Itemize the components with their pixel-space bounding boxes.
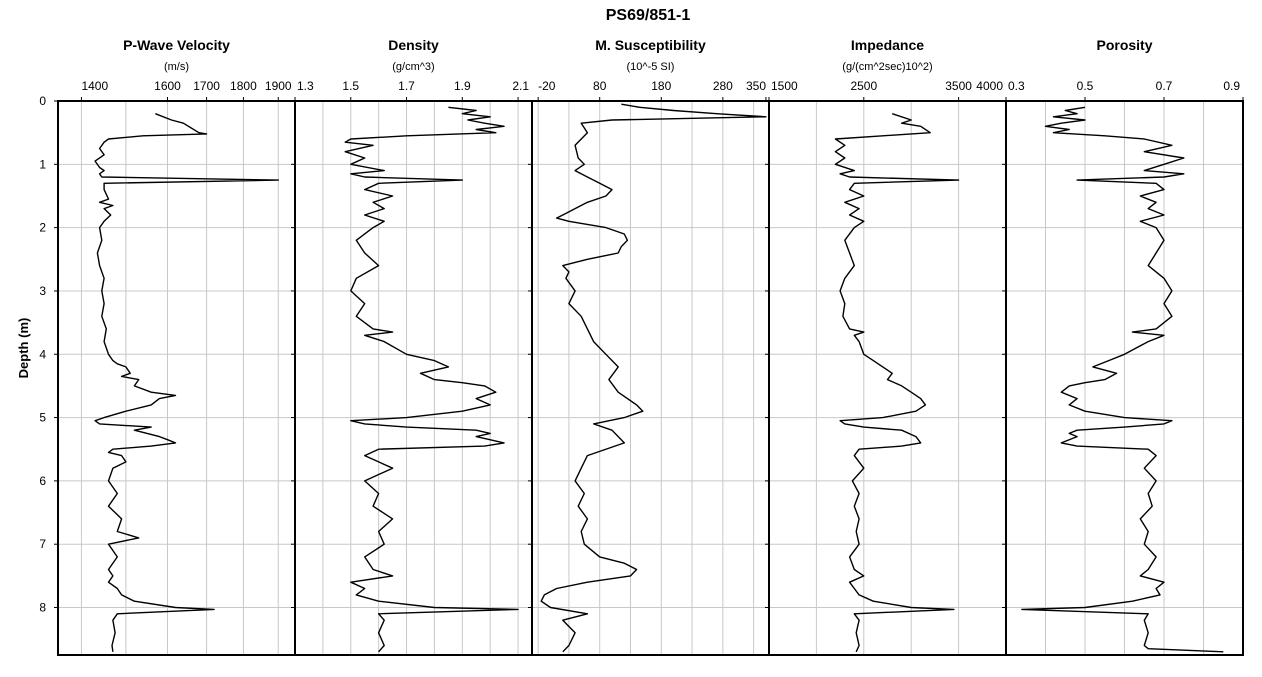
m-susceptibility-unit: (10^-5 SI) bbox=[627, 61, 675, 73]
density-x-tick-label: 1.9 bbox=[454, 79, 471, 93]
y-tick-label: 7 bbox=[39, 537, 46, 551]
p-wave-velocity-x-tick-label: 1800 bbox=[230, 79, 257, 93]
m-susceptibility-curve bbox=[540, 103, 767, 653]
density-unit: (g/cm^3) bbox=[392, 61, 434, 73]
y-axis: 0 1 2 3 4 5 6 7 8 bbox=[39, 94, 46, 615]
porosity-curve bbox=[1021, 106, 1224, 653]
m-susceptibility-x-tick-label: 350 bbox=[746, 79, 766, 93]
panel-m-susceptibility: M. Susceptibility (10^-5 SI) -20 80 180 280 35… bbox=[528, 37, 770, 656]
impedance-x-tick-label: 3500 bbox=[945, 79, 972, 93]
impedance-unit: (g/(cm^2sec)10^2) bbox=[842, 61, 932, 73]
porosity-x-tick-label: 0.3 bbox=[1008, 79, 1025, 93]
panel-p-wave-velocity: P-Wave Velocity (m/s) 1400 1600 1700 1800 1900 bbox=[54, 37, 296, 656]
p-wave-velocity-curve bbox=[94, 113, 279, 652]
y-tick-label: 2 bbox=[39, 221, 46, 235]
impedance-curve bbox=[834, 113, 960, 653]
porosity-x-tick-label: 0.7 bbox=[1156, 79, 1173, 93]
porosity-x-tick-label: 0.5 bbox=[1077, 79, 1094, 93]
y-tick-label: 1 bbox=[39, 157, 46, 171]
impedance-frame bbox=[768, 100, 1007, 656]
m-susceptibility-x-tick-label: -20 bbox=[538, 79, 556, 93]
m-susceptibility-x-tick-label: 280 bbox=[713, 79, 733, 93]
y-axis-label: Depth (m) bbox=[16, 318, 31, 379]
impedance-x-tick-label: 1500 bbox=[771, 79, 798, 93]
density-x-tick-label: 2.1 bbox=[512, 79, 529, 93]
m-susceptibility-x-tick-label: 80 bbox=[593, 79, 607, 93]
y-tick-label: 8 bbox=[39, 601, 46, 615]
density-x-tick-label: 1.5 bbox=[342, 79, 359, 93]
p-wave-velocity-frame bbox=[57, 100, 296, 656]
porosity-frame bbox=[1005, 100, 1244, 656]
p-wave-velocity-x-tick-label: 1700 bbox=[193, 79, 220, 93]
y-tick-label: 5 bbox=[39, 411, 46, 425]
m-susceptibility-frame bbox=[531, 100, 770, 656]
density-curve bbox=[344, 106, 519, 653]
p-wave-velocity-x-tick-label: 1900 bbox=[265, 79, 292, 93]
m-susceptibility-title: M. Susceptibility bbox=[595, 37, 706, 53]
panels-layer: P-Wave Velocity(m/s)1400 1600 1700 1800 1900… bbox=[39, 37, 1244, 656]
p-wave-velocity-unit: (m/s) bbox=[164, 61, 189, 73]
m-susceptibility-x-tick-label: 180 bbox=[651, 79, 671, 93]
porosity-x-tick-label: 0.9 bbox=[1223, 79, 1240, 93]
impedance-title: Impedance bbox=[851, 37, 924, 53]
panel-impedance: Impedance (g/(cm^2sec)10^2) 1500 2500 3500 40… bbox=[765, 37, 1007, 656]
porosity-title: Porosity bbox=[1096, 37, 1152, 53]
y-tick-label: 0 bbox=[39, 94, 46, 108]
p-wave-velocity-title: P-Wave Velocity bbox=[123, 37, 230, 53]
chart-title: PS69/851-1 bbox=[606, 7, 691, 24]
density-x-tick-label: 1.3 bbox=[297, 79, 314, 93]
density-x-tick-label: 1.7 bbox=[398, 79, 415, 93]
impedance-x-tick-label: 2500 bbox=[850, 79, 877, 93]
density-title: Density bbox=[388, 37, 439, 53]
y-tick-label: 3 bbox=[39, 284, 46, 298]
y-tick-label: 6 bbox=[39, 474, 46, 488]
density-frame bbox=[294, 100, 533, 656]
panel-porosity: Porosity 0.3 0.5 0.7 0.9 bbox=[1002, 37, 1244, 656]
y-tick-label: 4 bbox=[39, 347, 46, 361]
panel-density: Density (g/cm^3) 1.3 1.5 1.7 1.9 2.1 bbox=[291, 37, 533, 656]
p-wave-velocity-x-tick-label: 1400 bbox=[81, 79, 108, 93]
impedance-x-tick-label: 4000 bbox=[976, 79, 1003, 93]
p-wave-velocity-x-tick-label: 1600 bbox=[154, 79, 181, 93]
